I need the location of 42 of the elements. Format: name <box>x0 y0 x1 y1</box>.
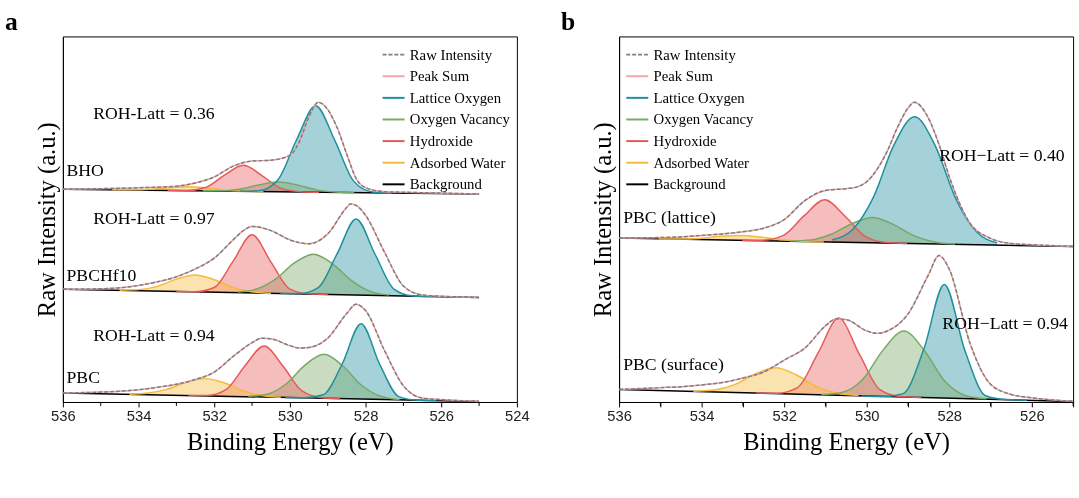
x-tick-label: 534 <box>126 408 152 425</box>
x-tick-label: 534 <box>689 408 715 425</box>
y-axis-title: Raw Intensity (a.u.) <box>32 122 61 318</box>
x-axis-title: Binding Energy (eV) <box>186 427 394 456</box>
legend-label: Peak Sum <box>653 68 714 85</box>
annotation: PBC <box>66 366 100 387</box>
annotation: BHO <box>66 160 105 181</box>
legend-label: Lattice Oxygen <box>409 89 502 106</box>
legend-label: Oxygen Vacancy <box>653 111 755 128</box>
x-tick-label: 530 <box>278 408 303 425</box>
legend-label: Adsorbed Water <box>653 154 750 171</box>
x-axis-title: Binding Energy (eV) <box>743 427 950 456</box>
chart-title: a <box>4 6 18 36</box>
legend-label: Background <box>653 176 727 193</box>
legend-label: Peak Sum <box>409 68 470 85</box>
legend-label: Raw Intensity <box>653 46 737 63</box>
x-tick-label: 524 <box>505 408 530 425</box>
annotation: PBC (lattice) <box>623 207 717 228</box>
x-tick-label: 532 <box>772 408 797 425</box>
annotation: ROH−Latt = 0.40 <box>939 145 1065 166</box>
annotation: ROH-Latt = 0.97 <box>93 208 215 229</box>
legend-label: Adsorbed Water <box>409 154 506 171</box>
legend-label: Lattice Oxygen <box>653 89 746 106</box>
chart-title: b <box>561 6 576 36</box>
x-tick-label: 526 <box>1020 408 1045 425</box>
legend-label: Hydroxide <box>409 133 474 150</box>
annotation: PBC (surface) <box>623 354 724 375</box>
x-tick-label: 528 <box>353 408 379 425</box>
annotation: ROH-Latt = 0.94 <box>93 325 215 346</box>
x-tick-label: 530 <box>854 408 880 425</box>
legend-label: Raw Intensity <box>409 46 493 63</box>
x-tick-label: 532 <box>202 408 228 425</box>
annotation: PBCHf10 <box>66 265 137 286</box>
x-tick-label: 536 <box>51 408 76 425</box>
y-axis-title: Raw Intensity (a.u.) <box>588 122 617 318</box>
x-tick-label: 528 <box>937 408 963 425</box>
annotation: ROH-Latt = 0.36 <box>93 103 215 124</box>
x-tick-label: 526 <box>429 408 455 425</box>
x-tick-label: 536 <box>607 408 632 425</box>
legend-label: Background <box>409 176 483 193</box>
legend-label: Hydroxide <box>653 133 717 150</box>
legend-label: Oxygen Vacancy <box>409 111 511 128</box>
